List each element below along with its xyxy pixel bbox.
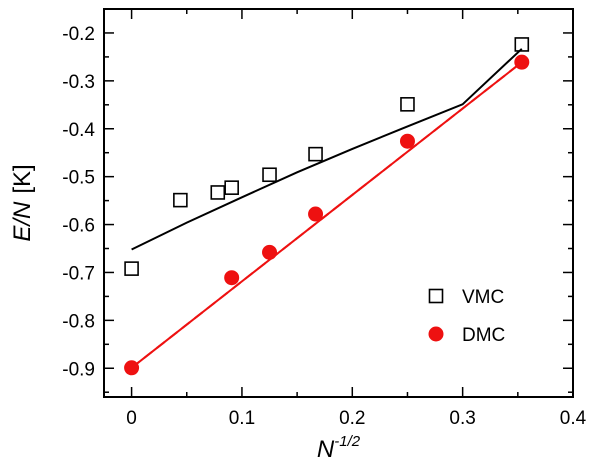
- x-tick-label: 0.2: [339, 408, 365, 429]
- dmc-point: [224, 270, 240, 286]
- data-points: [124, 37, 530, 376]
- x-tick-label: 0.3: [449, 408, 475, 429]
- legend-dmc-marker: [428, 326, 444, 342]
- x-tick-label: 0.4: [560, 408, 587, 429]
- vmc-point: [173, 192, 188, 208]
- vmc-point: [308, 146, 323, 162]
- vmc-point: [224, 180, 239, 195]
- y-tick-label: -0.3: [62, 72, 95, 93]
- vmc-point: [124, 261, 139, 276]
- y-axis-title: E/N [K]: [9, 164, 36, 241]
- dmc-point: [514, 54, 530, 70]
- fit-lines: [130, 48, 523, 369]
- dmc-point: [262, 244, 278, 260]
- dmc-point: [308, 206, 324, 222]
- legend-vmc-marker: [428, 288, 444, 304]
- y-tick-label: -0.2: [62, 24, 95, 45]
- y-tick-label: -0.5: [62, 168, 95, 189]
- dmc-fit-dashed-line: [130, 61, 523, 369]
- legend: VMC DMC: [428, 287, 505, 346]
- dmc-point: [124, 360, 140, 376]
- y-axis-title-unit: [K]: [9, 164, 36, 193]
- plot-frame: [103, 8, 574, 398]
- vmc-fit-solid-line: [131, 48, 523, 251]
- y-tick-label: -0.7: [62, 263, 95, 284]
- legend-vmc-label: VMC: [462, 287, 504, 308]
- vmc-point: [210, 185, 226, 200]
- x-axis-title: N-1/2: [317, 433, 361, 463]
- x-tick-label: 0.1: [229, 408, 255, 429]
- y-axis-title-main: E/N: [9, 201, 36, 242]
- vmc-point: [514, 37, 530, 52]
- vmc-point: [262, 167, 277, 183]
- x-axis-title-base: N: [317, 436, 335, 463]
- y-tick-label: -0.9: [62, 359, 95, 380]
- y-tick-label: -0.6: [62, 216, 95, 237]
- vmc-point: [400, 97, 415, 112]
- ticks-layer: 0 0.1 0.2 0.3 0.4 -0.9 -0.8 -0.7 -0.6 -0.5 -0.4 -0.…: [62, 8, 587, 429]
- x-axis-title-exponent: -1/2: [334, 433, 361, 450]
- y-tick-label: -0.8: [62, 311, 95, 332]
- y-tick-label: -0.4: [62, 120, 95, 141]
- dmc-point: [399, 133, 415, 149]
- legend-dmc-label: DMC: [462, 325, 505, 346]
- x-tick-label: 0: [126, 408, 137, 429]
